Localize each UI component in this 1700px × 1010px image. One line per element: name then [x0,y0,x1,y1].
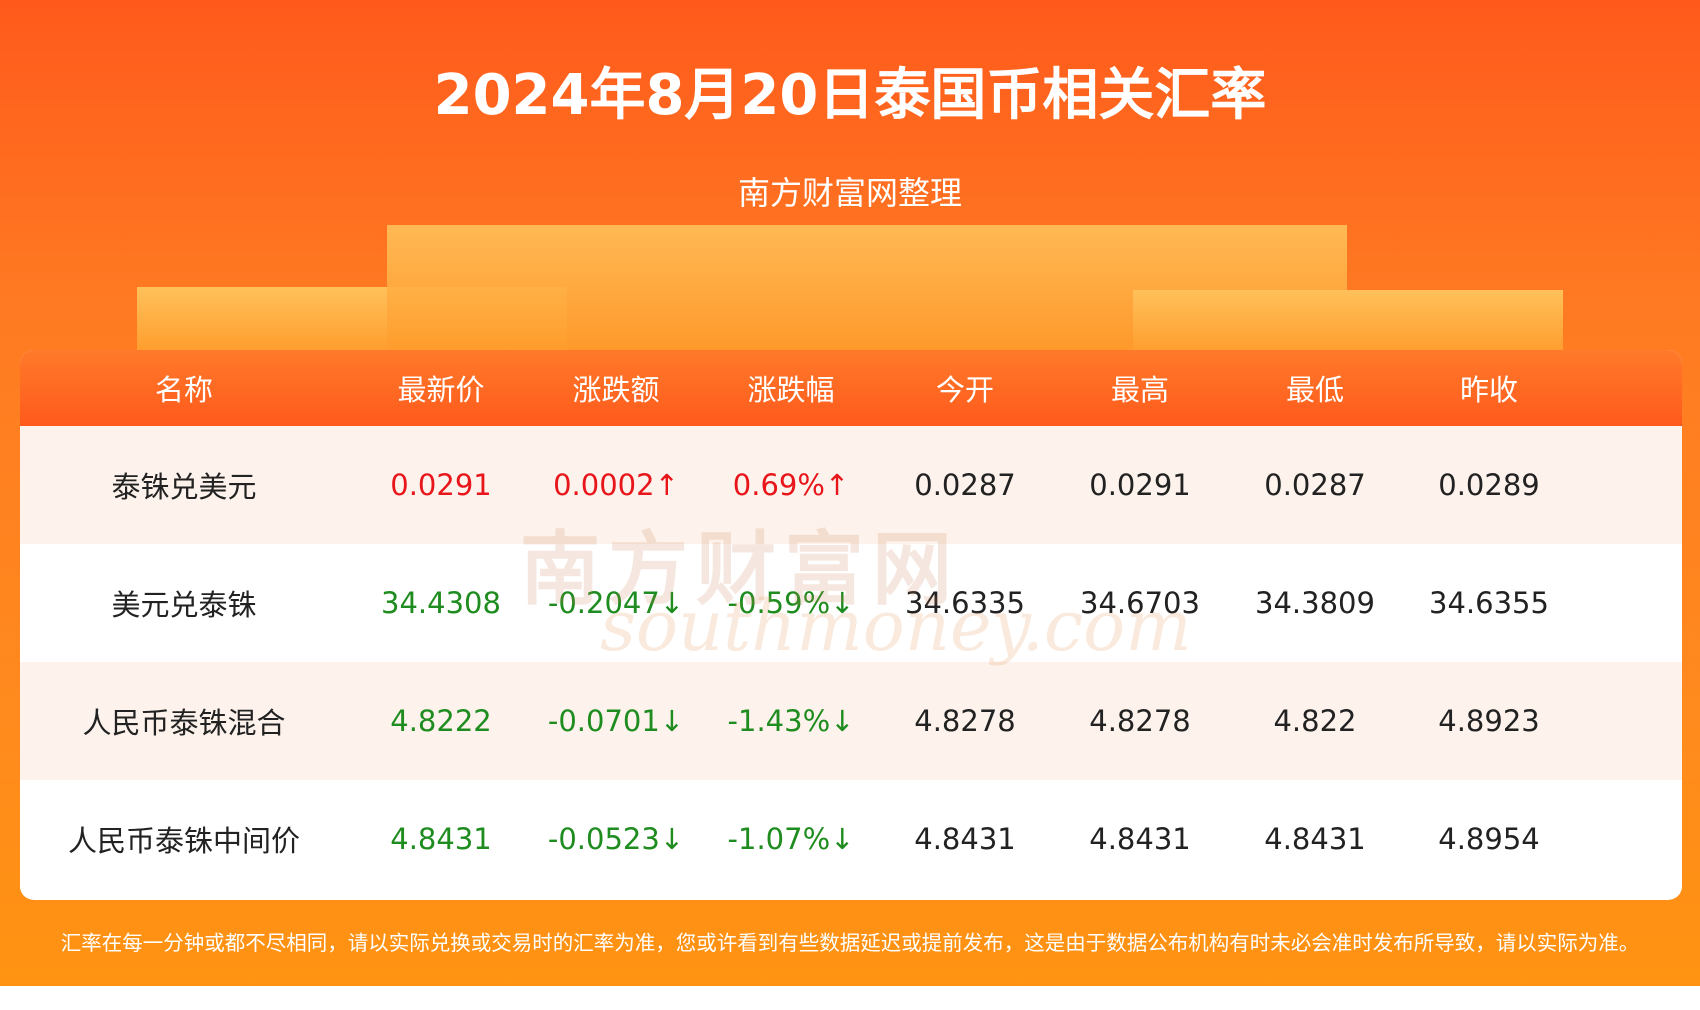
column-header: 最低 [1285,373,1344,407]
table-row: 人民币泰铢中间价 4.8431 -0.0523↓ -1.07%↓ 4.8431 4.843… [20,780,1682,898]
row-name: 泰铢兑美元 [111,470,257,504]
row-name: 美元兑泰铢 [111,588,257,622]
cell-value: 0.0287 [1264,468,1366,502]
cell-value: -1.43%↓ [727,704,855,738]
row-name: 人民币泰铢中间价 [68,824,301,858]
cell-value: -0.59%↓ [727,586,855,620]
cell-value: 4.8278 [914,704,1016,738]
column-header: 名称 [154,373,213,407]
cell-value: 4.822 [1273,704,1357,738]
cell-value: 4.8923 [1438,704,1540,738]
cell-value: -0.0523↓ [547,822,685,856]
cell-value: 0.0002↑ [553,468,679,502]
cell-value: -0.2047↓ [547,586,685,620]
column-header: 昨收 [1459,373,1518,407]
cell-value: 34.3809 [1255,586,1375,620]
cell-value: 4.8431 [390,822,492,856]
cell-value: 0.0289 [1438,468,1540,502]
cell-value: 0.0291 [390,468,492,502]
decor-building [1133,290,1563,357]
cell-value: 34.4308 [381,586,501,620]
table-row: 美元兑泰铢 34.4308 -0.2047↓ -0.59%↓ 34.6335 34.670… [20,544,1682,662]
watermark: 南方财富网 [520,523,960,616]
column-header: 今开 [935,373,994,407]
row-name: 人民币泰铢混合 [82,706,286,740]
cell-value: 34.6355 [1429,586,1549,620]
column-header: 涨跌额 [572,373,660,407]
footer-note: 汇率在每一分钟或都不尽相同，请以实际兑换或交易时的汇率为准，您或许看到有些数据延… [60,931,1640,955]
cell-value: 4.8431 [1264,822,1366,856]
watermark-domain: southmoney.com [600,585,1192,667]
rate-table: 名称 最新价 涨跌额 涨跌幅 今开 最高 最低 昨收泰铢兑美元 0.0291 0.0002↑ 0.6… [20,350,1682,900]
cell-value: 4.8954 [1438,822,1540,856]
title: 2024年8月20日泰国币相关汇率 [433,63,1267,128]
cell-value: 4.8222 [390,704,492,738]
cell-value: 0.0291 [1089,468,1191,502]
table-row: 人民币泰铢混合 4.8222 -0.0701↓ -1.43%↓ 4.8278 4.8278… [20,662,1682,780]
subtitle: 南方财富网整理 [737,174,962,212]
cell-value: 34.6703 [1080,586,1200,620]
cell-value: 0.69%↑ [732,468,850,502]
column-header: 最新价 [397,373,485,407]
cell-value: 0.0287 [914,468,1016,502]
column-header: 涨跌幅 [747,373,835,407]
cell-value: -1.07%↓ [727,822,855,856]
cell-value: 4.8278 [1089,704,1191,738]
cell-value: -0.0701↓ [547,704,685,738]
cell-value: 4.8431 [914,822,1016,856]
cell-value: 34.6335 [905,586,1025,620]
cell-value: 4.8431 [1089,822,1191,856]
column-header: 最高 [1110,373,1169,407]
footer-strip [0,986,1700,1010]
table-row: 泰铢兑美元 0.0291 0.0002↑ 0.69%↑ 0.0287 0.0291 0.02… [20,426,1682,544]
header-row: 名称 最新价 涨跌额 涨跌幅 今开 最高 最低 昨收 [20,350,1682,426]
